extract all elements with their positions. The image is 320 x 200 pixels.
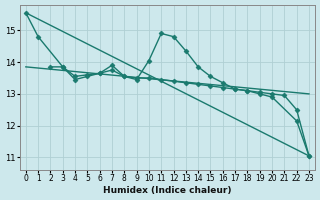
X-axis label: Humidex (Indice chaleur): Humidex (Indice chaleur) [103, 186, 232, 195]
